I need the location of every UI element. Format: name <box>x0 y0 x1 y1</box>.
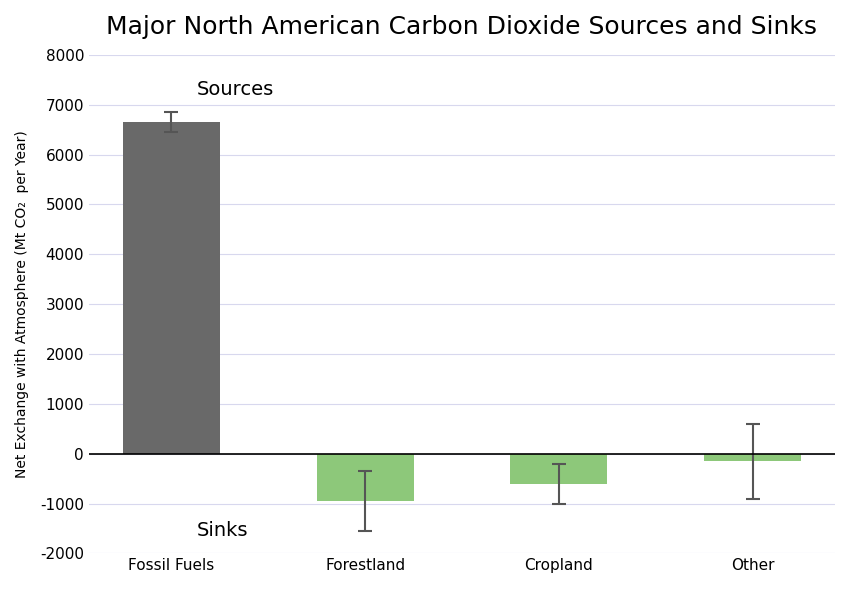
Text: Sources: Sources <box>196 80 274 99</box>
Bar <box>123 122 220 454</box>
Text: Fossil Fuels: Fossil Fuels <box>128 559 214 574</box>
Bar <box>704 454 801 461</box>
Text: Cropland: Cropland <box>524 559 593 574</box>
Bar <box>317 454 414 501</box>
Text: Other: Other <box>731 559 774 574</box>
Text: Forestland: Forestland <box>325 559 405 574</box>
Bar <box>511 454 607 484</box>
Text: Sinks: Sinks <box>196 521 248 540</box>
Title: Major North American Carbon Dioxide Sources and Sinks: Major North American Carbon Dioxide Sour… <box>106 15 818 39</box>
Y-axis label: Net Exchange with Atmosphere (Mt CO₂  per Year): Net Exchange with Atmosphere (Mt CO₂ per… <box>15 130 29 478</box>
